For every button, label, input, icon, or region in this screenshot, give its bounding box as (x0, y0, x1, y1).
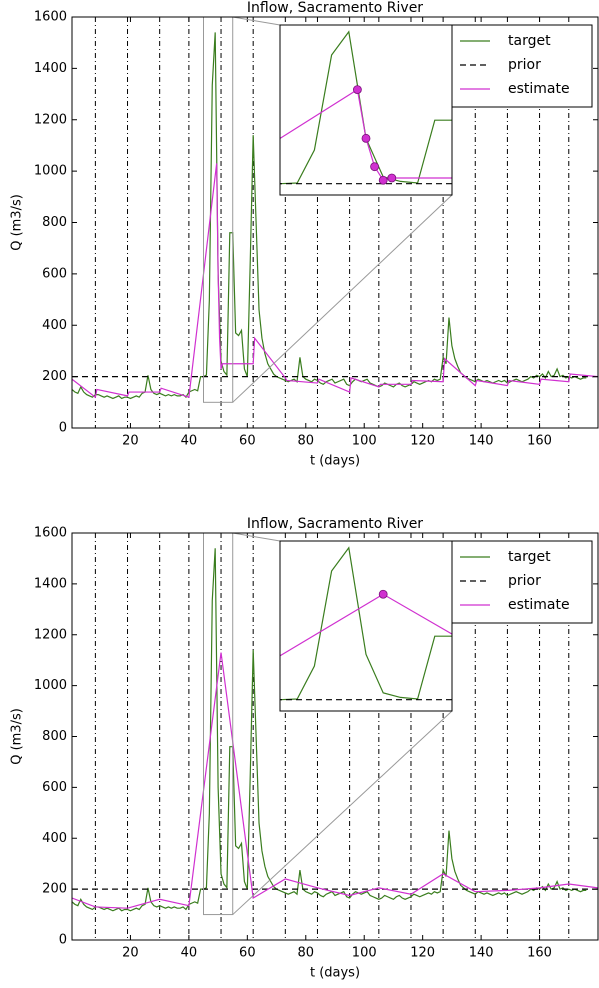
subplot: Inflow, Sacramento River t (days) Q (m3/s)… (10, 0, 599, 469)
plot-area (72, 533, 598, 940)
inset-frame (279, 540, 453, 712)
inset (280, 30, 452, 185)
inset-frame (279, 24, 453, 196)
x-tick-label: 40 (181, 946, 198, 961)
series-line (72, 652, 598, 909)
y-tick-label: 1200 (34, 627, 67, 642)
legend-frame (451, 24, 593, 108)
x-tick-label: 40 (181, 434, 198, 449)
y-tick-label: 600 (42, 780, 67, 795)
y-tick-label: 400 (42, 318, 67, 333)
subplot: Inflow, Sacramento River t (days) Q (m3/s)… (10, 516, 599, 981)
legend-label: prior (508, 573, 541, 589)
x-tick-label: 60 (239, 434, 256, 449)
marker (352, 85, 362, 94)
y-tick-label: 0 (59, 421, 67, 436)
y-tick-label: 1400 (34, 576, 67, 591)
legend-label: estimate (508, 81, 570, 97)
y-tick-label: 1600 (34, 526, 67, 541)
y-tick-label: 1200 (34, 112, 67, 127)
y-axis-label: Q (m3/s) (10, 194, 25, 251)
series-line (72, 548, 587, 912)
y-tick-label: 600 (42, 266, 67, 281)
y-tick-label: 1400 (34, 61, 67, 76)
x-tick-label: 100 (352, 946, 377, 961)
inset-background (280, 541, 452, 711)
y-tick-label: 1000 (34, 164, 67, 179)
plot-frame (71, 16, 599, 429)
marker (370, 162, 380, 172)
series-line (72, 32, 587, 400)
y-tick-label: 0 (59, 933, 67, 948)
x-tick-label: 160 (527, 434, 552, 449)
zoom-connector (232, 194, 453, 403)
x-tick-label: 140 (469, 946, 494, 961)
plot-frame (71, 532, 599, 941)
y-tick-label: 800 (42, 215, 67, 230)
marker (378, 175, 388, 185)
x-tick-label: 120 (410, 434, 435, 449)
chart-title: Inflow, Sacramento River (247, 516, 423, 532)
zoom-connector (232, 16, 281, 26)
legend-frame (451, 540, 593, 624)
x-tick-label: 100 (352, 434, 377, 449)
x-axis-label: t (days) (310, 454, 360, 469)
x-tick-label: 80 (298, 434, 315, 449)
legend-label: prior (508, 57, 541, 73)
y-tick-label: 200 (42, 369, 67, 384)
marker (387, 173, 397, 183)
inset (280, 546, 452, 701)
legend-label: estimate (508, 597, 570, 613)
x-tick-label: 80 (298, 946, 315, 961)
x-tick-label: 120 (410, 946, 435, 961)
marker (378, 589, 388, 599)
x-axis-label: t (days) (310, 966, 360, 981)
inset-background (280, 25, 452, 195)
y-tick-label: 200 (42, 882, 67, 897)
y-tick-label: 800 (42, 729, 67, 744)
zoom-connector (232, 532, 281, 542)
y-axis-label: Q (m3/s) (10, 708, 25, 765)
x-tick-label: 140 (469, 434, 494, 449)
x-tick-label: 20 (122, 946, 139, 961)
legend-label: target (508, 549, 551, 565)
x-tick-label: 60 (239, 946, 256, 961)
x-tick-label: 20 (122, 434, 139, 449)
marker (361, 133, 371, 143)
y-tick-label: 400 (42, 831, 67, 846)
series-line (72, 163, 598, 399)
y-tick-label: 1600 (34, 10, 67, 25)
chart-title: Inflow, Sacramento River (247, 0, 423, 16)
legend-label: target (508, 33, 551, 49)
x-tick-label: 160 (527, 946, 552, 961)
y-tick-label: 1000 (34, 678, 67, 693)
zoom-connector (232, 710, 453, 915)
